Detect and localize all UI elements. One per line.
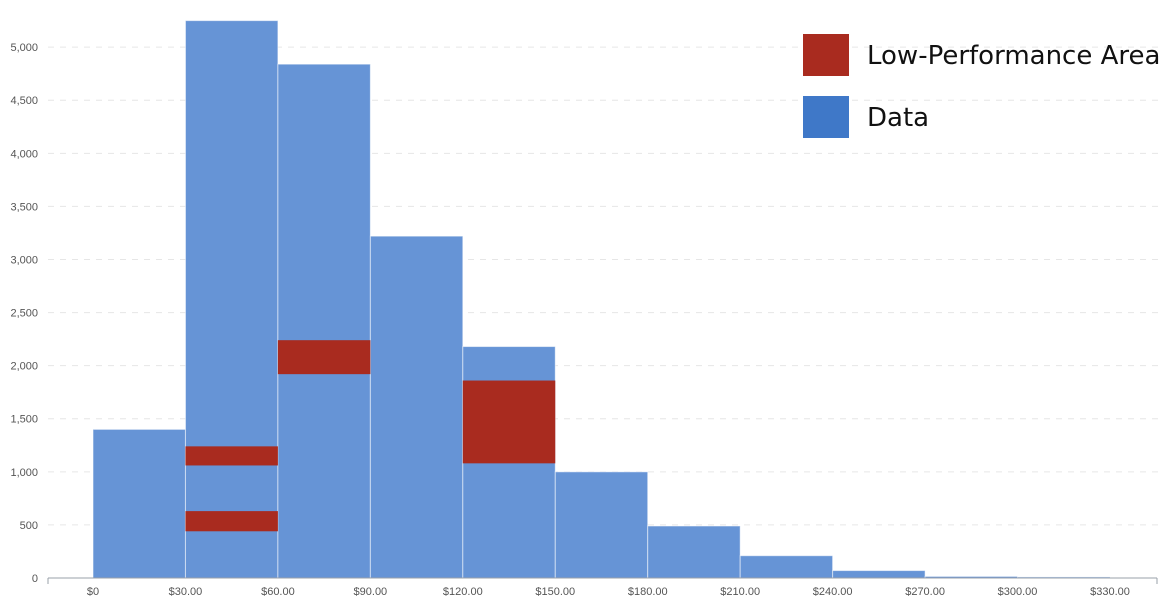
y-tick-label: 3,500 <box>10 201 38 213</box>
y-tick-label: 1,000 <box>10 467 38 479</box>
data-bar <box>739 555 834 579</box>
x-tick-label: $30.00 <box>169 586 203 598</box>
y-tick-label: 1,500 <box>10 414 38 426</box>
y-tick-label: 500 <box>20 520 38 532</box>
x-tick-label: $270.00 <box>905 586 945 598</box>
low-performance-regions <box>185 340 556 532</box>
data-bar <box>832 570 926 579</box>
y-tick-label: 4,000 <box>10 148 38 160</box>
x-tick-label: $0 <box>87 586 99 598</box>
y-tick-label: 0 <box>32 573 38 585</box>
y-tick-label: 3,000 <box>10 254 38 266</box>
legend-swatch-data <box>803 96 849 138</box>
data-bar <box>647 525 741 579</box>
y-tick-label: 5,000 <box>10 42 38 54</box>
x-tick-label: $300.00 <box>998 586 1038 598</box>
low-performance-region <box>277 340 371 375</box>
legend-swatch-low-performance <box>803 34 849 76</box>
axes <box>47 577 1158 584</box>
x-tick-label: $330.00 <box>1090 586 1130 598</box>
legend-label-low-performance: Low-Performance Area <box>867 41 1160 71</box>
legend-label-data: Data <box>867 103 929 133</box>
x-tick-label: $240.00 <box>813 586 853 598</box>
y-tick-labels: 0 500 1,000 1,500 2,000 2,500 3,000 3,500 4,000 4… <box>10 42 38 585</box>
x-tick-label: $210.00 <box>720 586 760 598</box>
low-performance-region <box>185 511 278 532</box>
x-tick-labels: $0 $30.00 $60.00 $90.00 $120.00 $150.00 $180.0… <box>87 586 1130 598</box>
low-performance-region <box>185 446 278 466</box>
data-bar <box>92 428 186 579</box>
low-performance-region <box>462 380 556 464</box>
y-tick-label: 2,500 <box>10 308 38 320</box>
legend: Low-Performance Area Data <box>803 34 1160 138</box>
x-tick-label: $90.00 <box>354 586 388 598</box>
data-bar <box>184 20 279 579</box>
x-tick-label: $180.00 <box>628 586 668 598</box>
data-bar <box>277 63 371 579</box>
y-tick-label: 4,500 <box>10 95 38 107</box>
data-bars <box>92 20 1111 579</box>
x-tick-label: $60.00 <box>261 586 295 598</box>
x-tick-label: $150.00 <box>535 586 575 598</box>
x-tick-label: $120.00 <box>443 586 483 598</box>
y-tick-label: 2,000 <box>10 361 38 373</box>
data-bar <box>554 471 649 579</box>
data-bar <box>369 235 464 579</box>
